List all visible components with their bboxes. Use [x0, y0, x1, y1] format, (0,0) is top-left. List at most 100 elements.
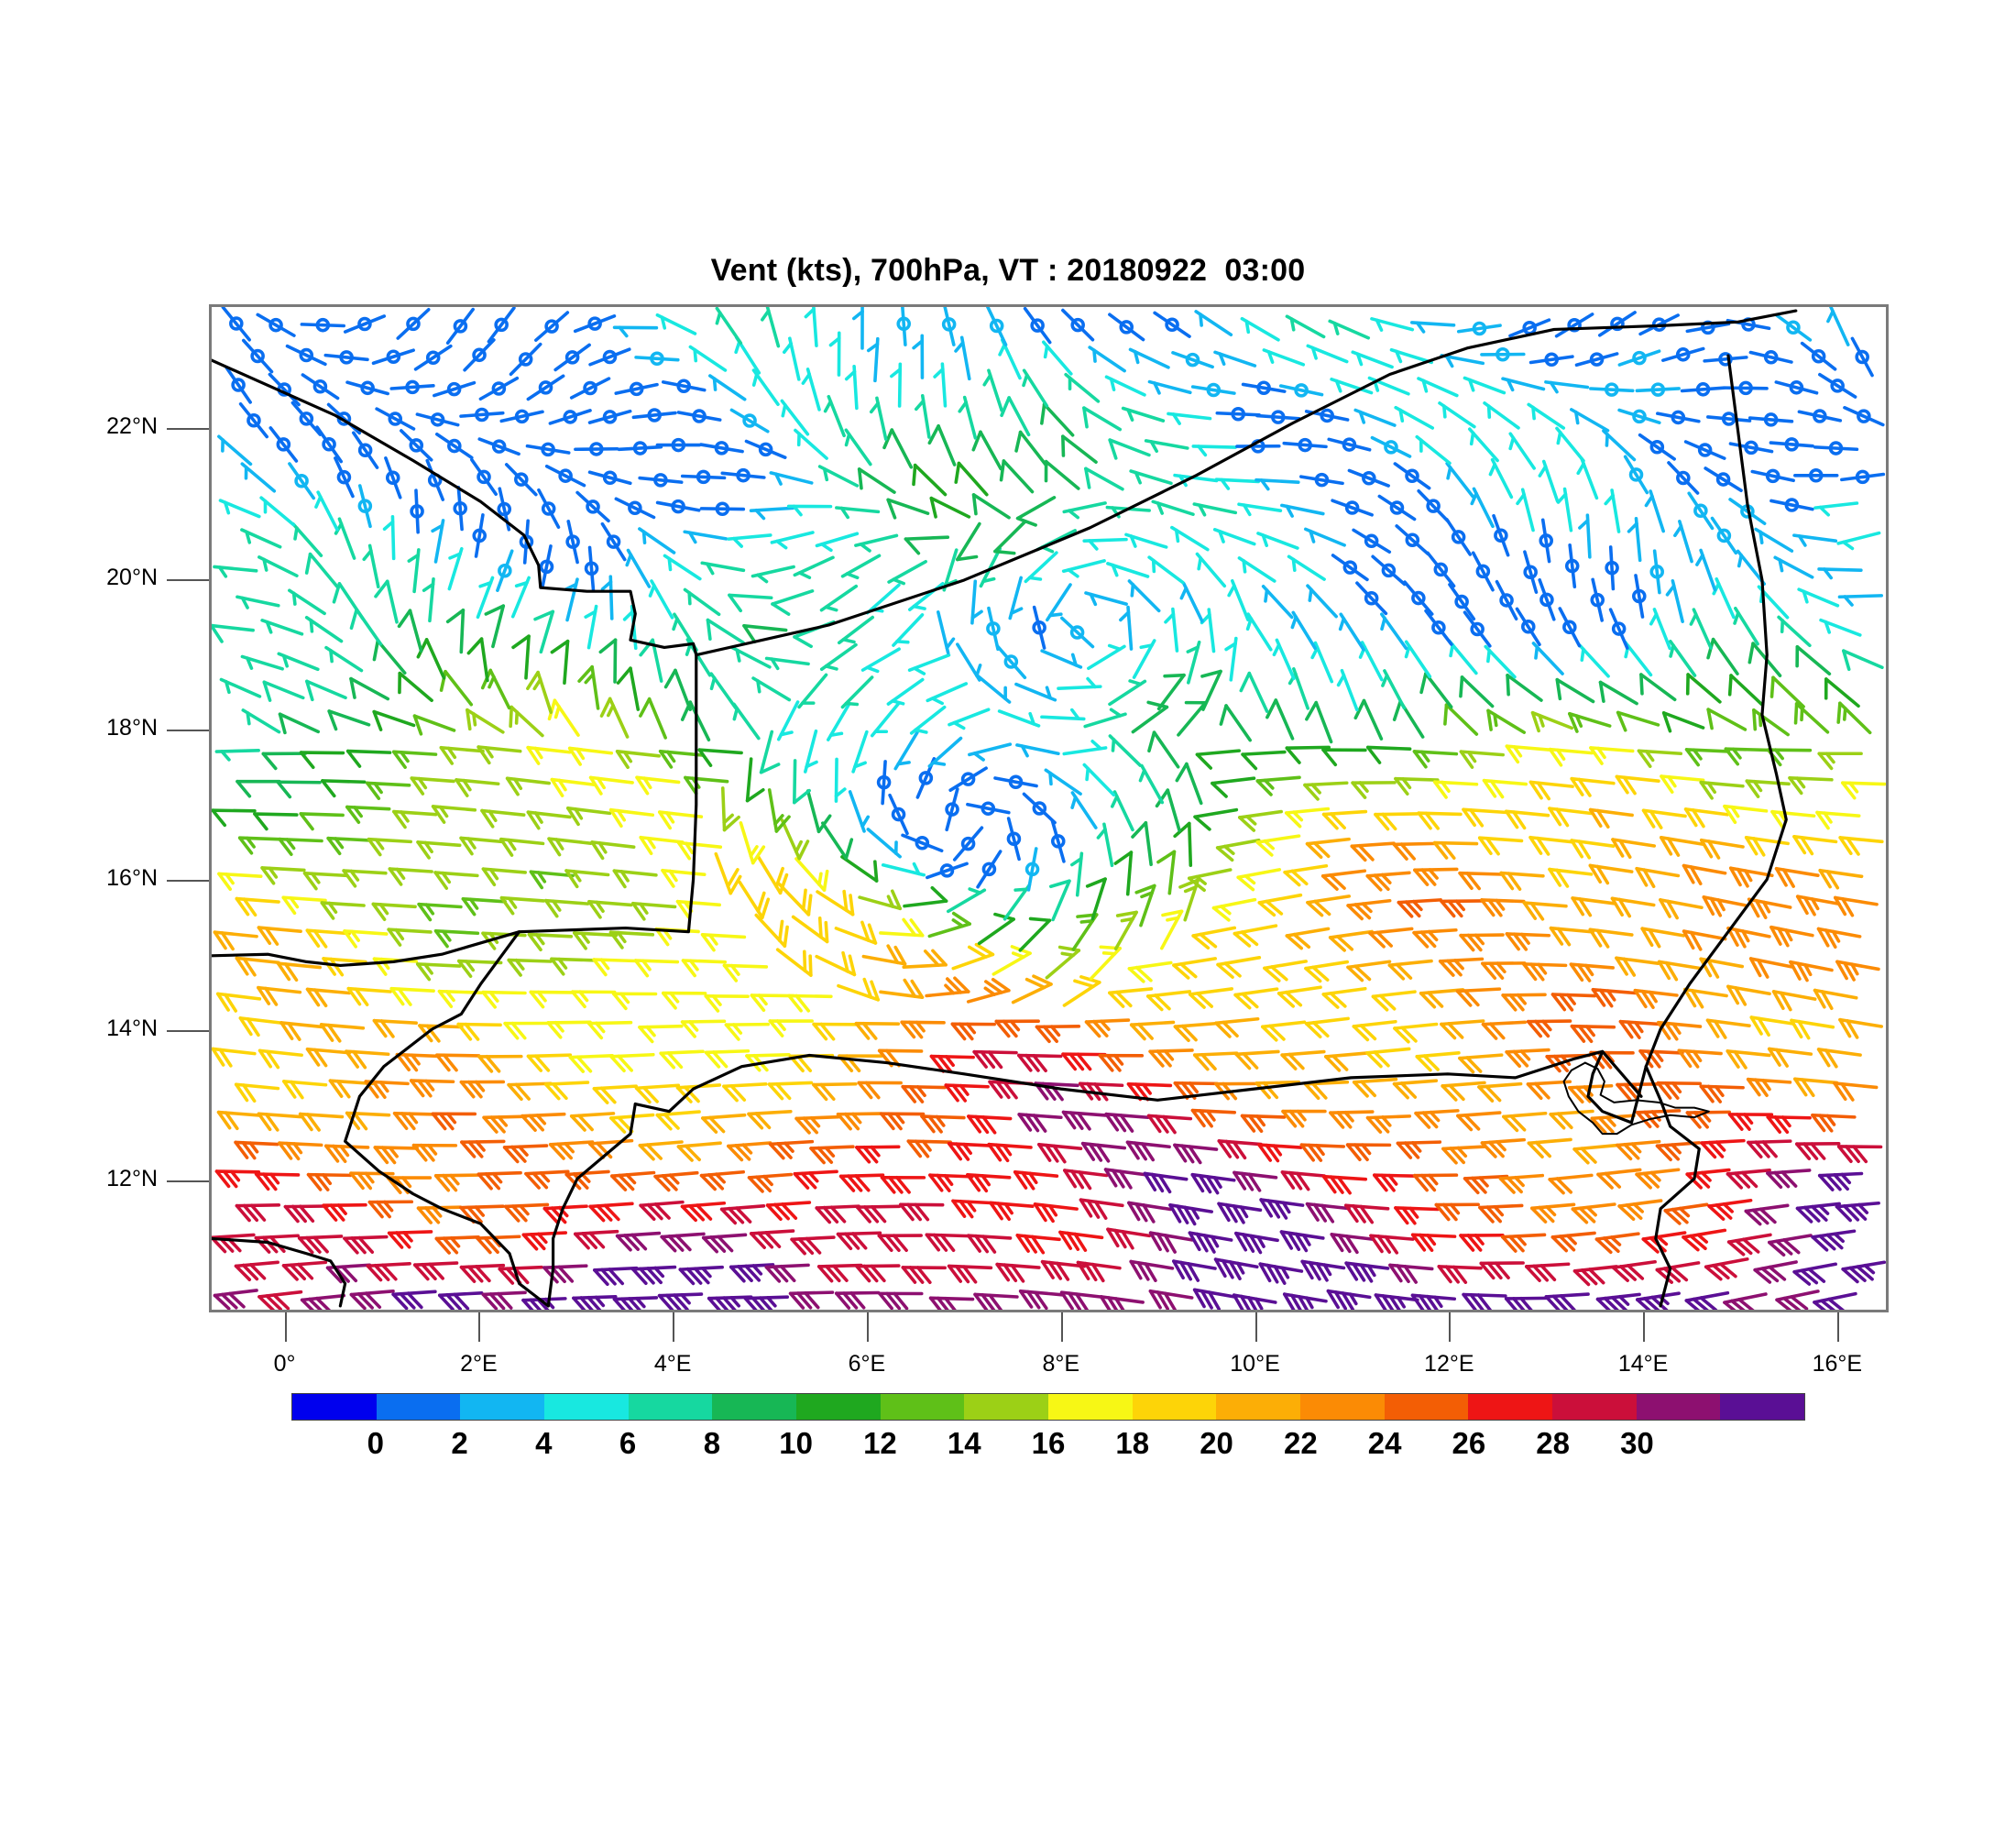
wind-barb — [564, 869, 610, 889]
wind-barb — [1108, 987, 1154, 1008]
wind-barb — [357, 484, 373, 529]
wind-barb — [1080, 1141, 1127, 1163]
wind-barb — [1128, 347, 1170, 369]
wind-barb — [253, 812, 299, 831]
wind-barb — [433, 1173, 480, 1192]
wind-barb — [1160, 909, 1184, 950]
wind-barb — [1835, 1201, 1880, 1223]
wind-barb — [1344, 1203, 1390, 1224]
wind-barb — [768, 1139, 815, 1160]
wind-barb — [526, 374, 565, 401]
wind-barb — [998, 338, 1022, 380]
wind-barb — [1395, 524, 1430, 556]
wind-barb — [1813, 501, 1859, 517]
wind-barb — [1143, 1171, 1189, 1194]
wind-barb — [526, 810, 572, 830]
wind-barb — [1280, 503, 1325, 518]
wind-barb — [1397, 898, 1442, 918]
wind-barb — [221, 307, 251, 342]
colorbar-tick-label: 18 — [1115, 1426, 1150, 1460]
wind-barb — [1544, 380, 1590, 394]
wind-barb — [966, 1234, 1013, 1254]
wind-barb — [1842, 649, 1884, 672]
wind-barb — [1326, 1289, 1372, 1310]
wind-barb — [1192, 1051, 1239, 1071]
wind-barb — [1659, 898, 1704, 920]
wind-barb — [1640, 927, 1686, 949]
wind-barb — [367, 837, 412, 857]
wind-barb — [278, 712, 321, 735]
wind-barb — [790, 1235, 836, 1256]
wind-barb — [1605, 545, 1619, 591]
wind-barb — [764, 656, 810, 671]
wind-barb — [413, 344, 453, 371]
wind-barb — [478, 376, 520, 401]
wind-barb — [1061, 559, 1106, 578]
wind-barb — [297, 1235, 344, 1255]
wind-barb — [1660, 836, 1704, 857]
colorbar-band — [1636, 1394, 1721, 1420]
wind-barb — [260, 866, 306, 885]
wind-barb — [1108, 438, 1151, 460]
wind-barb — [614, 381, 659, 397]
wind-barb — [1234, 1049, 1280, 1070]
wind-barb — [477, 745, 522, 765]
wind-barb — [1459, 933, 1505, 952]
wind-barb — [1347, 468, 1390, 488]
wind-barb — [411, 1143, 458, 1162]
wind-barb — [600, 575, 614, 620]
wind-barb — [1129, 469, 1173, 486]
wind-barb — [793, 555, 835, 579]
wind-barb — [948, 708, 991, 730]
wind-barb — [1082, 406, 1123, 432]
wind-barb — [720, 786, 740, 832]
wind-barb — [577, 664, 600, 710]
wind-barb — [548, 1140, 595, 1160]
wind-barb — [788, 1290, 835, 1310]
wind-barb — [776, 700, 800, 741]
wind-barb — [835, 506, 881, 520]
wind-barb — [676, 1141, 722, 1162]
wind-barb — [1813, 1291, 1857, 1310]
wind-barb — [1682, 929, 1727, 951]
wind-barb — [680, 1201, 727, 1223]
wind-barb-layer — [212, 307, 1886, 1310]
wind-barb — [1156, 850, 1177, 895]
wind-barb — [1172, 1259, 1217, 1282]
wind-barb — [1144, 439, 1189, 454]
wind-barb — [1146, 1114, 1193, 1135]
wind-barb — [1689, 608, 1713, 650]
wind-barb — [342, 869, 388, 888]
wind-barb — [927, 736, 963, 768]
wind-barb — [966, 977, 1011, 1004]
wind-barb — [1608, 608, 1629, 650]
wind-barb — [240, 654, 284, 671]
wind-barb — [1241, 380, 1287, 395]
wind-barb — [1515, 607, 1541, 646]
colorbar-tick-label: 22 — [1283, 1426, 1318, 1460]
wind-barb — [1470, 487, 1495, 529]
wind-barb — [967, 1114, 1013, 1135]
wind-barb — [1156, 673, 1186, 711]
wind-barb — [1706, 637, 1739, 675]
wind-barb — [1085, 877, 1107, 921]
border-nigeria-benin — [546, 1102, 637, 1308]
wind-barb — [1632, 574, 1647, 619]
wind-barb — [890, 362, 903, 408]
wind-barb — [1835, 960, 1880, 982]
wind-barb — [1299, 472, 1344, 488]
wind-barb — [1303, 527, 1346, 547]
wind-barb — [372, 709, 416, 731]
wind-barb — [216, 1110, 263, 1131]
wind-barb — [1217, 1202, 1263, 1224]
wind-barb — [218, 499, 261, 519]
wind-barb — [1062, 975, 1101, 1007]
wind-barb — [481, 1290, 527, 1310]
wind-barb — [1413, 867, 1459, 886]
wind-barb — [1480, 346, 1526, 362]
wind-barb — [235, 896, 280, 917]
wind-barb — [1815, 810, 1861, 830]
wind-barb — [1188, 1231, 1233, 1254]
wind-barb — [1299, 1143, 1346, 1162]
x-tick-mark — [478, 1312, 481, 1342]
